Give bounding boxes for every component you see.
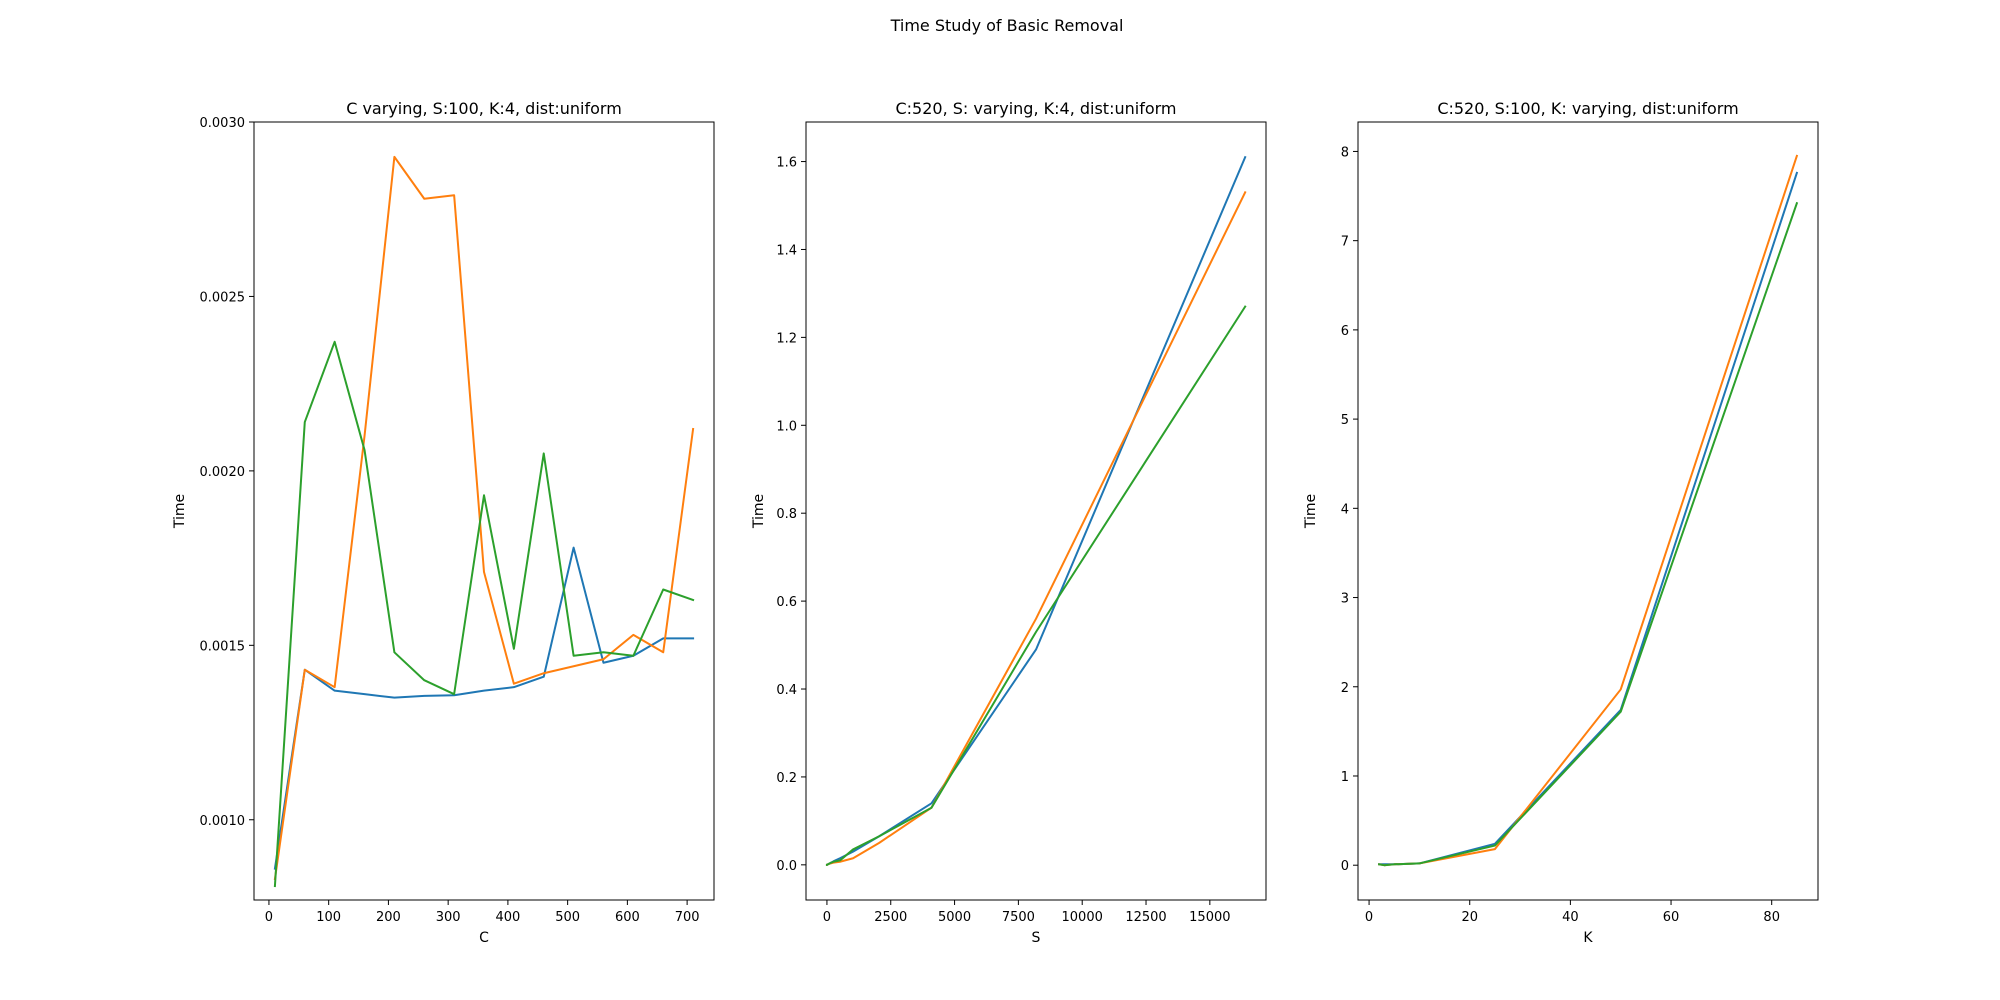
subplot-3: 0 20 40 60 80 0 1 2 3 4 5 6 7 8 C:520, S:100, K: varyi… [1303,99,1819,946]
y-tick-label: 0.6 [776,595,797,610]
subplot-1: 0 100 200 300 400 500 600 700 0.0010 0.0015 0.0020… [172,99,715,946]
x-tick-label: 400 [495,910,520,925]
y-axis-label: Time [172,494,188,529]
x-tick-label: 300 [436,910,461,925]
subplot-title: C:520, S:100, K: varying, dist:uniform [1437,99,1738,118]
y-tick-label: 8 [1341,145,1349,160]
subplot-title: C varying, S:100, K:4, dist:uniform [346,99,622,118]
y-tick-label: 0.2 [776,771,797,786]
y-tick-label: 6 [1341,324,1349,339]
y-tick-label: 1.6 [776,156,797,171]
x-tick-label: 600 [615,910,640,925]
y-tick-label: 4 [1341,502,1349,517]
x-tick-label: 0 [1365,910,1373,925]
y-tick-label: 2 [1341,681,1349,696]
y-tick-label: 0.0010 [200,814,246,829]
x-axis-label: C [479,930,489,946]
y-tick-label: 0.0015 [200,639,246,654]
series-line-3 [1377,201,1799,867]
y-tick-label: 1.4 [776,243,797,258]
y-tick-label: 5 [1341,413,1349,428]
y-tick-label: 0.0020 [200,465,246,480]
x-tick-label: 20 [1461,910,1478,925]
y-tick-label: 3 [1341,592,1349,607]
x-tick-label: 15000 [1189,910,1230,925]
x-tick-label: 12500 [1125,910,1166,925]
y-tick-label: 1.0 [776,419,797,434]
y-axis-label: Time [751,494,767,529]
y-tick-label: 0.0 [776,859,797,874]
x-tick-label: 10000 [1062,910,1103,925]
series-line-2 [273,155,695,881]
x-tick-label: 80 [1763,910,1780,925]
x-axis-label: S [1032,930,1041,946]
figure-title: Time Study of Basic Removal [890,16,1124,35]
x-tick-label: 0 [823,910,831,925]
x-tick-label: 200 [376,910,401,925]
x-tick-label: 7500 [1002,910,1035,925]
series-line-3 [273,340,695,888]
x-tick-label: 100 [316,910,341,925]
x-tick-label: 5000 [938,910,971,925]
axes-frame [253,121,715,901]
subplot-2: 0 2500 5000 7500 10000 12500 15000 0.0 0.2 0.4 0.6… [751,99,1267,946]
axes-frame [805,121,1267,901]
y-tick-label: 7 [1341,235,1349,250]
x-tick-label: 2500 [874,910,907,925]
axes-frame [1357,121,1819,901]
y-tick-label: 1 [1341,770,1349,785]
series-line-1 [273,546,695,870]
y-tick-label: 0.0025 [200,290,246,305]
y-tick-label: 0 [1341,859,1349,874]
y-tick-label: 0.8 [776,507,797,522]
x-tick-label: 500 [555,910,580,925]
y-axis-label: Time [1303,494,1319,529]
x-tick-label: 0 [265,910,273,925]
y-tick-label: 1.2 [776,331,797,346]
x-tick-label: 700 [675,910,700,925]
y-tick-label: 0.4 [776,683,797,698]
series-line-3 [825,305,1247,866]
y-tick-label: 0.0030 [200,116,246,131]
x-axis-label: K [1583,930,1593,946]
x-tick-label: 60 [1663,910,1680,925]
x-tick-label: 40 [1562,910,1579,925]
subplot-title: C:520, S: varying, K:4, dist:uniform [895,99,1176,118]
